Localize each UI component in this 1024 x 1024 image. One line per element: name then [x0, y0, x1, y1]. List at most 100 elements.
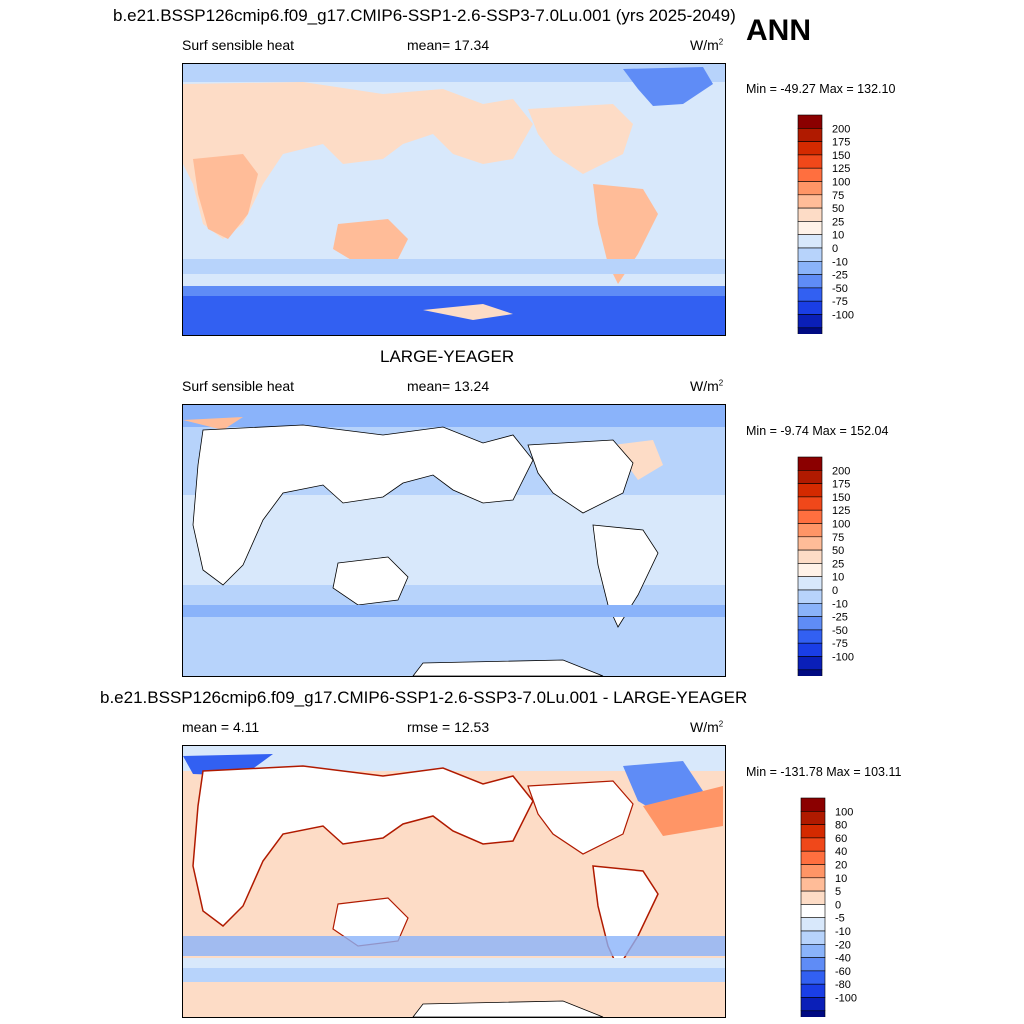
panel-3-mean-label: mean = 4.11 — [182, 719, 260, 735]
colorbar-tick-label: -75 — [832, 638, 848, 650]
colorbar-swatch — [797, 549, 823, 564]
colorbar-tick-label: 100 — [835, 806, 853, 818]
colorbar-swatch — [797, 509, 823, 524]
colorbar-tick-label: -100 — [832, 310, 854, 322]
panel-3-map — [182, 745, 726, 1018]
colorbar-tick-label: 25 — [832, 558, 844, 570]
colorbar-swatch — [797, 496, 823, 511]
colorbar-tick-label: 75 — [832, 532, 844, 544]
colorbar-swatch — [797, 483, 823, 498]
colorbar-swatch — [797, 523, 823, 538]
colorbar-swatch — [797, 207, 823, 222]
colorbar-swatch — [797, 234, 823, 249]
colorbar-swatch — [797, 616, 823, 631]
colorbar-swatch — [800, 970, 826, 985]
colorbar-tick-label: 125 — [832, 163, 850, 175]
colorbar-tick-label: -10 — [832, 256, 848, 268]
panel-2-title: LARGE-YEAGER — [380, 347, 515, 366]
colorbar-swatch — [797, 261, 823, 275]
colorbar-tick-label: 60 — [835, 833, 847, 845]
colorbar-tick-label: -5 — [835, 913, 845, 925]
panel-1-colorbar: 200 175 150 125 100 75 50 25 10 0 -10 -25 -50 -75 -100 — [797, 114, 877, 342]
colorbar-swatch — [797, 181, 823, 196]
colorbar-swatch — [797, 629, 823, 644]
colorbar-swatch — [800, 890, 826, 905]
panel-2-units: W/m2 — [690, 378, 724, 394]
colorbar-tick-label: -75 — [832, 296, 848, 308]
colorbar-swatch — [797, 114, 823, 129]
colorbar-swatch — [797, 589, 823, 604]
colorbar-swatch — [797, 287, 823, 302]
colorbar-tick-label: -100 — [832, 652, 854, 664]
colorbar-swatch — [800, 944, 826, 958]
colorbar-tick-label: 125 — [832, 505, 850, 517]
colorbar-tick-label: 200 — [832, 123, 850, 135]
colorbar-swatch — [800, 997, 826, 1012]
panel-1-mean-label: mean= 17.34 — [407, 37, 490, 53]
panel-2-colorbar: 200 175 150 125 100 75 50 25 10 0 -10 -25 -50 -75 -100 — [797, 456, 877, 684]
colorbar-tick-label: 175 — [832, 137, 850, 149]
panel-2-mean-label: mean= 13.24 — [407, 378, 490, 394]
panel-1-map — [182, 63, 726, 336]
colorbar-tick-label: -10 — [835, 926, 851, 938]
colorbar-tick-label: -100 — [835, 993, 857, 1005]
colorbar-swatch — [800, 864, 826, 879]
panel-3-minmax: Min = -131.78 Max = 103.11 — [746, 765, 902, 779]
colorbar-tick-label: -80 — [835, 979, 851, 991]
panel-3-units: W/m2 — [690, 719, 724, 735]
colorbar-swatch — [797, 247, 823, 262]
season-label: ANN — [746, 14, 811, 47]
colorbar-tick-label: -50 — [832, 283, 848, 295]
colorbar-swatch — [800, 983, 826, 998]
colorbar-tick-label: -25 — [832, 270, 848, 282]
colorbar-tick-label: 50 — [832, 203, 844, 215]
panel-1-units: W/m2 — [690, 37, 724, 53]
colorbar-swatch — [797, 470, 823, 484]
colorbar-swatch — [797, 128, 823, 142]
colorbar-swatch — [800, 1010, 826, 1024]
colorbar-swatch — [800, 904, 826, 919]
colorbar-tick-label: -60 — [835, 966, 851, 978]
colorbar-swatch — [797, 154, 823, 169]
colorbar-swatch — [797, 642, 823, 657]
colorbar-tick-label: -25 — [832, 612, 848, 624]
colorbar-swatch — [797, 563, 823, 578]
colorbar-tick-label: 75 — [832, 190, 844, 202]
colorbar-swatch — [797, 669, 823, 684]
colorbar-swatch — [800, 850, 826, 865]
colorbar-tick-label: -20 — [835, 939, 851, 951]
colorbar-swatch — [797, 141, 823, 156]
panel-2-variable-label: Surf sensible heat — [182, 378, 295, 394]
colorbar-swatch — [797, 327, 823, 342]
colorbar-tick-label: 10 — [832, 572, 844, 584]
colorbar-swatch — [797, 300, 823, 315]
colorbar-swatch — [797, 194, 823, 209]
colorbar-tick-label: 0 — [832, 243, 838, 255]
colorbar-swatch — [800, 877, 826, 892]
panel-3-colorbar: 100 80 60 40 20 10 5 0 -5 -10 -20 -40 -60 -80 -100 — [800, 797, 880, 1024]
colorbar-swatch — [797, 274, 823, 289]
colorbar-tick-label: 80 — [835, 820, 847, 832]
colorbar-tick-label: 175 — [832, 479, 850, 491]
colorbar-tick-label: 10 — [832, 230, 844, 242]
panel-2-map — [182, 404, 726, 677]
colorbar-tick-label: 100 — [832, 177, 850, 189]
colorbar-tick-label: 0 — [835, 899, 841, 911]
panel-2-minmax: Min = -9.74 Max = 152.04 — [746, 424, 889, 438]
colorbar-tick-label: -40 — [835, 953, 851, 965]
colorbar-swatch — [797, 314, 823, 329]
colorbar-tick-label: 10 — [835, 873, 847, 885]
colorbar-swatch — [800, 917, 826, 932]
panel-1-variable-label: Surf sensible heat — [182, 37, 295, 53]
colorbar-swatch — [800, 797, 826, 812]
panel-3-rmse-label: rmse = 12.53 — [407, 719, 490, 735]
colorbar-swatch — [800, 957, 826, 972]
colorbar-tick-label: 0 — [832, 585, 838, 597]
colorbar-tick-label: -50 — [832, 625, 848, 637]
colorbar-swatch — [797, 656, 823, 671]
colorbar-swatch — [800, 811, 826, 825]
colorbar-swatch — [797, 536, 823, 551]
panel-1-title: b.e21.BSSP126cmip6.f09_g17.CMIP6-SSP1-2.… — [113, 6, 736, 25]
colorbar-tick-label: 200 — [832, 465, 850, 477]
colorbar-swatch — [797, 576, 823, 591]
